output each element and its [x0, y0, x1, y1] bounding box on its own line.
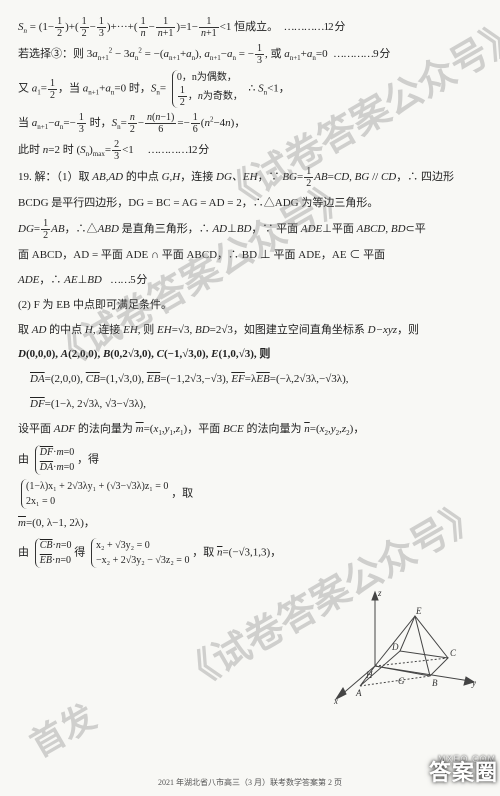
line-max: 此时 n=2 时 (Sn)max=23<1 …………12 分: [18, 139, 482, 162]
pt-G: G: [398, 676, 405, 686]
axis-y-label: y: [471, 678, 476, 688]
coord-diagram: z x y A B C D E G H: [320, 586, 480, 706]
watermark-4: 首发: [18, 687, 109, 777]
line-m: m=(0, λ−1, 2λ)，: [18, 513, 482, 534]
pt-H: H: [365, 670, 373, 680]
line-vectors: DA=(2,0,0), CB=(1,√3,0), EB=(−1,2√3,−√3)…: [18, 369, 482, 390]
page-footer: 2021 年湖北省八市高三（3 月）联考数学答案第 2 页: [0, 775, 500, 790]
brace-sn: 0，n为偶数， 12，n为奇数，: [172, 70, 243, 108]
line-q19-d: 面 ABCD，AD = 平面 ADE ∩ 平面 ABCD，∴ BD ⊥ 平面 A…: [18, 245, 482, 266]
line-sys1: 由 DF·m=0 DA·m=0 ，得: [18, 445, 482, 475]
axis-z-label: z: [377, 588, 382, 598]
line-sys2: 由 CB·n=0 EB·n=0 得 x₂ + √3y₂ = 0 −x₂ + 2√…: [18, 538, 482, 568]
pt-B: B: [432, 678, 438, 688]
line-q19-b: BCDG 是平行四边形，DG = BC = AG = AD = 2，∴△ADG …: [18, 193, 482, 214]
line-points: D(0,0,0), A(2,0,0), B(0,2√3,0), C(−1,√3,…: [18, 344, 482, 365]
pt-D: D: [391, 642, 399, 652]
pt-A: A: [355, 688, 362, 698]
line-q19-intro: 19. 解：（1）取 AB,AD 的中点 G,H，连接 DG、EH，∵ BG=1…: [18, 166, 482, 189]
line-normals: 设平面 ADF 的法向量为 m=(x1,y1,z1)，平面 BCE 的法向量为 …: [18, 419, 482, 440]
line-sys1b: (1−λ)x₁ + 2√3λy₁ + (√3−√3λ)z₁ = 0 2x₁ = …: [18, 479, 482, 509]
line-q19-2: (2) F 为 EB 中点即可满足条件。: [18, 295, 482, 316]
pt-E: E: [415, 606, 422, 616]
line-case2: 当 an+1−an=−13 时，Sn=n2−n(n−1)6=−16(n2−4n)…: [18, 112, 482, 135]
line-q19-e: ADE，∴ AE⊥BD ……5 分: [18, 270, 482, 291]
pt-C: C: [450, 648, 457, 658]
line-sn-sum: Sn = (1−12)+(12−13)+···+(1n−1n+1)=1−1n+1…: [18, 16, 482, 39]
score-12: …………12 分: [284, 21, 345, 33]
line-a1-case: 又 a1=12，当 an+1+an=0 时，Sn= 0，n为偶数， 12，n为奇…: [18, 70, 482, 108]
line-coords-setup: 取 AD 的中点 H, 连接 EH, 则 EH=√3, BD=2√3，如图建立空…: [18, 320, 482, 341]
line-q19-c: DG=12AB，∴△ABD 是直角三角形，∴ AD⊥BD，∵ 平面 ADE⊥平面…: [18, 218, 482, 241]
line-df: DF=(1−λ, 2√3λ, √3−√3λ),: [18, 394, 482, 415]
line-choice3: 若选择③：则 3an+12 − 3an2 = −(an+1+an), an+1−…: [18, 43, 482, 66]
axis-x-label: x: [333, 696, 338, 706]
corner-brand: 答案圈: [429, 752, 498, 794]
